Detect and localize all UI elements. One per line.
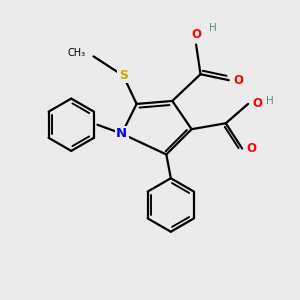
Text: O: O — [233, 74, 243, 87]
Text: N: N — [116, 127, 127, 140]
Text: H: H — [266, 96, 274, 106]
Text: CH₃: CH₃ — [68, 48, 86, 59]
Text: S: S — [119, 69, 128, 82]
Text: O: O — [247, 142, 256, 155]
Text: O: O — [191, 28, 201, 41]
Text: O: O — [253, 98, 262, 110]
Text: H: H — [209, 23, 217, 33]
